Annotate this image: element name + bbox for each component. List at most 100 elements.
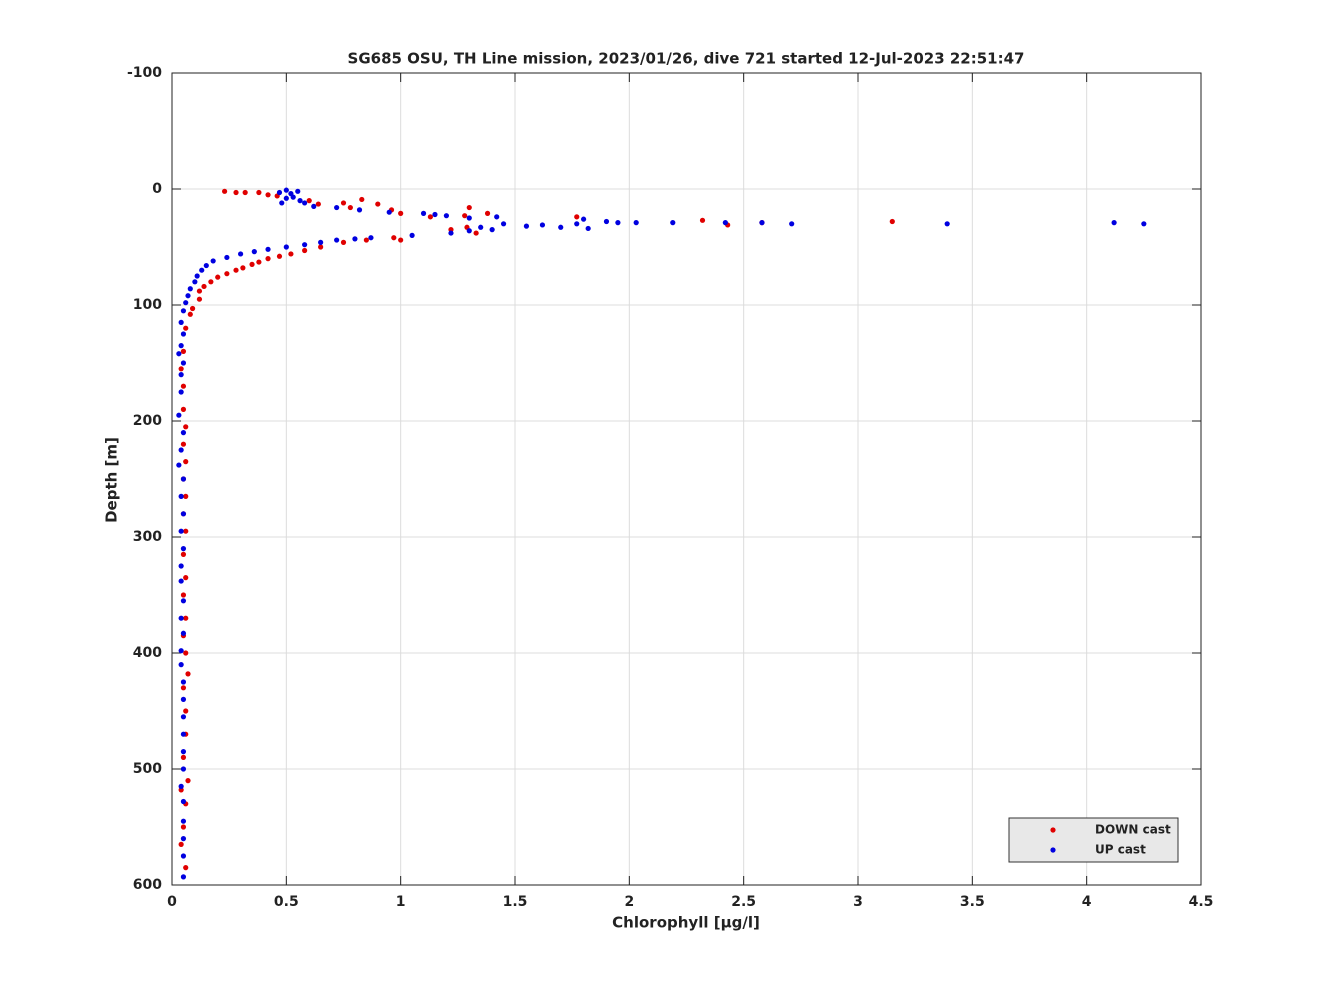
point (670, 220, 676, 226)
y-tick-label: 300 (133, 529, 162, 545)
point (178, 662, 184, 668)
point (201, 283, 207, 290)
legend-label: UP cast (1095, 843, 1146, 857)
point (462, 213, 468, 219)
point (334, 204, 340, 211)
point (178, 841, 184, 848)
point (427, 214, 433, 220)
x-tick-label: 1 (396, 894, 406, 910)
point (265, 192, 271, 198)
point (789, 221, 795, 227)
point (443, 213, 449, 219)
point (180, 546, 187, 552)
point (180, 331, 187, 337)
y-tick-label: 400 (133, 645, 162, 661)
point (185, 778, 191, 784)
point (279, 200, 285, 206)
point (180, 441, 187, 447)
point (203, 262, 209, 269)
point (356, 207, 363, 213)
y-axis-label: Depth [m] (103, 437, 121, 523)
point (283, 195, 289, 201)
point (238, 251, 244, 257)
point (183, 528, 189, 534)
point (302, 242, 308, 248)
point (180, 731, 187, 737)
y-tick-label: 600 (133, 877, 162, 893)
legend-box (1008, 817, 1179, 863)
point (302, 247, 308, 254)
point (224, 254, 230, 261)
point (180, 592, 187, 598)
point (473, 230, 479, 236)
y-tick-label: 100 (133, 297, 162, 313)
y-tick-label: 500 (133, 761, 162, 777)
point (180, 824, 187, 830)
point (391, 235, 397, 241)
point (180, 749, 187, 755)
point (178, 528, 184, 534)
point (180, 685, 187, 691)
point (288, 251, 294, 257)
point (196, 296, 203, 302)
point (249, 261, 255, 267)
point (180, 348, 187, 354)
point (180, 696, 187, 703)
point (558, 224, 564, 230)
point (256, 259, 262, 265)
point (178, 372, 184, 378)
x-tick-label: 0 (167, 894, 177, 910)
point (233, 267, 239, 273)
point (409, 232, 415, 238)
point (368, 235, 374, 241)
point (340, 200, 347, 206)
point (178, 366, 184, 372)
point (178, 563, 184, 569)
point (539, 222, 546, 228)
point (178, 493, 184, 499)
point (180, 818, 187, 824)
point (889, 218, 895, 225)
point (297, 198, 303, 204)
point (178, 389, 184, 395)
point (603, 218, 610, 225)
point (759, 220, 765, 226)
point (302, 200, 308, 206)
point (178, 578, 184, 584)
point (633, 220, 639, 226)
point (180, 598, 187, 604)
point (233, 189, 239, 196)
point (180, 511, 187, 517)
point (448, 230, 454, 236)
point (478, 224, 484, 230)
point (180, 308, 187, 314)
x-tick-label: 4.5 (1189, 894, 1214, 910)
point (180, 430, 187, 436)
y-tick-label: -100 (127, 65, 162, 81)
point (183, 493, 189, 499)
legend-marker (1050, 827, 1056, 833)
point (352, 236, 358, 242)
point (315, 201, 321, 207)
x-tick-label: 4 (1082, 894, 1092, 910)
point (375, 201, 381, 207)
x-tick-label: 2 (624, 894, 634, 910)
point (180, 836, 187, 842)
legend-label: DOWN cast (1095, 823, 1171, 837)
point (180, 766, 187, 772)
point (240, 265, 246, 271)
point (183, 575, 189, 581)
x-tick-label: 1.5 (503, 894, 528, 910)
point (523, 223, 530, 229)
point (398, 210, 404, 216)
point (722, 220, 728, 226)
x-tick-label: 3 (853, 894, 863, 910)
point (306, 198, 312, 204)
point (276, 253, 283, 259)
point (398, 237, 404, 243)
point (180, 476, 187, 482)
x-tick-label: 3.5 (960, 894, 985, 910)
point (178, 319, 184, 325)
point (180, 551, 187, 558)
